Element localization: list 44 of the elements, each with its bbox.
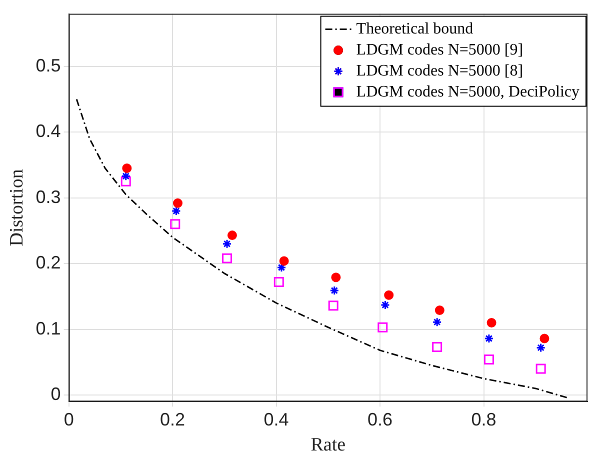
- point: [536, 342, 546, 352]
- point: [484, 334, 494, 344]
- x-tick-label: 0.8: [471, 409, 496, 430]
- point: [171, 206, 181, 216]
- point: [331, 272, 341, 282]
- point: [330, 286, 340, 296]
- point: [120, 176, 131, 186]
- y-tick-label: 0.4: [36, 121, 61, 142]
- legend-label: LDGM codes N=5000, DeciPolicy: [356, 84, 580, 101]
- y-tick-label: 0.1: [36, 318, 61, 338]
- legend-label: Theoretical bound: [356, 20, 474, 38]
- point: [378, 322, 388, 332]
- point: [170, 219, 180, 230]
- x-axis-title: Rate: [310, 434, 346, 456]
- y-tick-label: 0.3: [36, 186, 61, 207]
- point: [432, 317, 442, 327]
- x-tick-label: 0.6: [368, 409, 393, 430]
- point: [434, 305, 444, 315]
- point: [276, 262, 286, 272]
- y-axis-title: Distortion: [6, 168, 28, 246]
- point: [328, 300, 338, 311]
- point: [540, 334, 550, 344]
- point: [172, 198, 182, 208]
- point: [222, 253, 232, 264]
- y-tick-label: 0.5: [36, 55, 61, 76]
- point: [274, 276, 284, 287]
- point: [486, 318, 496, 328]
- x-tick-label: 0.4: [264, 409, 289, 430]
- point: [222, 239, 232, 249]
- x-tick-label: 0: [64, 409, 74, 430]
- point: [279, 256, 289, 266]
- point: [536, 364, 546, 374]
- point: [432, 342, 442, 352]
- point: [122, 164, 132, 174]
- point: [380, 300, 390, 310]
- point: [384, 290, 394, 300]
- legend-label: LDGM codes N=5000 [8]: [356, 62, 524, 80]
- legend-label: LDGM codes N=5000 [9]: [356, 42, 524, 59]
- y-tick-label: 0: [50, 384, 61, 404]
- point: [227, 230, 237, 240]
- point: [484, 354, 494, 365]
- y-tick-label: 0.2: [36, 252, 61, 273]
- x-tick-label: 0.2: [160, 409, 186, 430]
- point: [121, 171, 131, 181]
